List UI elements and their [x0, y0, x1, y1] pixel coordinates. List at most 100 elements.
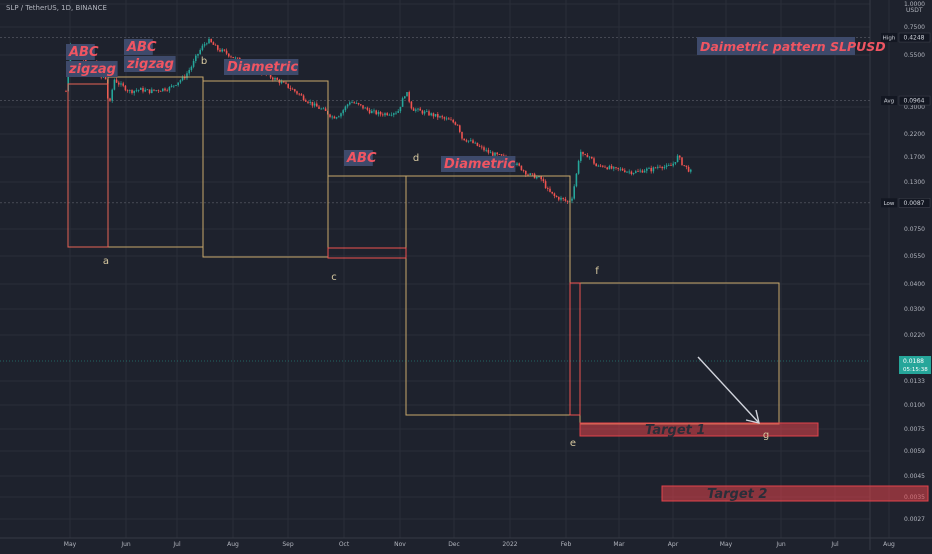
candle-body — [525, 170, 527, 175]
pattern-label-bg — [66, 61, 118, 77]
candle-body — [518, 163, 520, 166]
candle-body — [173, 85, 175, 87]
candle-body — [338, 116, 340, 118]
candle-body — [459, 125, 461, 132]
candle-body — [329, 114, 331, 117]
candle-body — [228, 53, 230, 57]
pattern-label-bg — [66, 44, 95, 60]
candle-body — [531, 173, 534, 175]
candle-body — [659, 166, 661, 168]
pattern-box — [327, 175, 407, 259]
target-zone — [661, 485, 929, 502]
y-tick-label: 0.0400 — [904, 281, 925, 288]
candle-body — [580, 151, 582, 161]
candle-body — [272, 77, 274, 80]
candle-body — [441, 116, 443, 118]
pattern-box — [67, 83, 109, 248]
x-tick-label: 2022 — [502, 541, 517, 548]
candle-body — [175, 85, 177, 86]
candle-body — [113, 79, 116, 90]
candle-body — [472, 140, 474, 144]
x-tick-label: Nov — [394, 541, 406, 548]
candle-body — [635, 171, 637, 173]
candle-body — [294, 89, 296, 92]
x-tick-label: Dec — [448, 541, 460, 548]
candle-body — [577, 160, 580, 174]
candle-body — [126, 90, 129, 92]
price-marker-value: 0.0964 — [904, 98, 925, 105]
x-tick-label: May — [720, 541, 733, 548]
candle-body — [344, 106, 347, 111]
candle-body — [648, 167, 650, 169]
candle-body — [289, 87, 292, 89]
candle-body — [428, 111, 430, 116]
candle-body — [285, 82, 287, 84]
y-tick-label: 0.0045 — [904, 473, 925, 480]
candle-body — [434, 114, 437, 117]
wave-point-label: e — [570, 438, 576, 449]
x-tick-label: May — [64, 541, 77, 548]
candle-body — [500, 154, 503, 156]
candle-body — [646, 168, 648, 171]
x-tick-label: Aug — [883, 541, 895, 548]
candle-body — [320, 108, 322, 110]
candle-body — [375, 110, 377, 115]
candle-body — [208, 38, 210, 44]
candle-body — [203, 44, 206, 46]
candle-body — [423, 111, 426, 114]
candle-body — [166, 90, 168, 92]
candle-body — [536, 176, 538, 179]
candle-body — [432, 113, 435, 117]
x-tick-label: Jul — [172, 541, 181, 548]
candle-body — [212, 42, 215, 45]
candle-body — [538, 176, 540, 178]
candle-body — [373, 110, 375, 112]
candle-body — [619, 168, 622, 170]
wave-point-label: d — [413, 153, 419, 164]
candle-body — [445, 118, 448, 120]
candle-body — [542, 179, 545, 182]
price-marker-value-bg — [898, 95, 931, 106]
candle-body — [179, 80, 182, 83]
candle-body — [159, 90, 162, 92]
candle-body — [668, 165, 670, 166]
candle-body — [540, 176, 542, 180]
candle-body — [274, 78, 276, 80]
candle-body — [155, 90, 157, 92]
candle-body — [522, 170, 525, 172]
candle-body — [153, 89, 155, 91]
candle-body — [140, 88, 142, 90]
candle-body — [393, 113, 395, 115]
candle-body — [324, 108, 327, 111]
price-marker-name: High — [883, 36, 896, 42]
current-price-value: 0.0188 — [903, 358, 924, 365]
candle-body — [527, 174, 529, 176]
candle-body — [335, 117, 338, 119]
candle-body — [131, 90, 133, 94]
candle-body — [346, 104, 349, 107]
candle-body — [300, 94, 303, 96]
current-price-countdown: 05:15:38 — [903, 367, 928, 373]
wave-point-label: a — [103, 256, 109, 267]
y-tick-label: 0.2200 — [904, 131, 925, 138]
current-price-badge — [899, 356, 931, 374]
x-tick-label: Sep — [282, 541, 294, 548]
candle-body — [494, 152, 496, 156]
y-tick-label: 0.0133 — [904, 378, 925, 385]
candle-body — [307, 101, 309, 103]
candle-body — [685, 165, 688, 167]
candle-body — [395, 112, 397, 114]
candle-body — [192, 61, 195, 67]
candle-body — [384, 113, 386, 116]
pattern-label: ABC zigzag — [66, 44, 118, 77]
pattern-label-text: Diametric — [227, 60, 298, 75]
candle-body — [674, 162, 677, 164]
candle-body — [349, 102, 351, 105]
candle-body — [177, 82, 179, 86]
candle-body — [223, 49, 226, 51]
candle-body — [390, 114, 393, 116]
candle-body — [463, 138, 465, 141]
candle-body — [520, 165, 523, 171]
candle-body — [313, 103, 316, 106]
candle-body — [657, 166, 659, 168]
